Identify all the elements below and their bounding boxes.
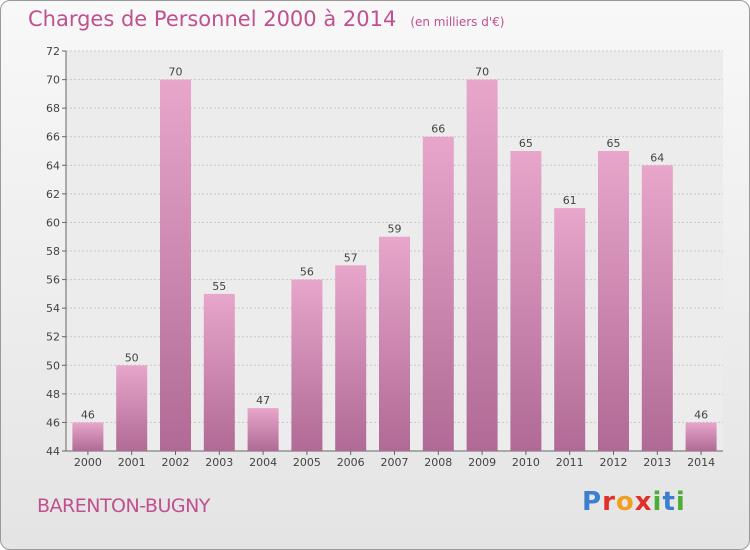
x-tick-label: 2008: [424, 456, 452, 469]
y-tick-label: 62: [46, 188, 60, 201]
y-tick-label: 72: [46, 45, 60, 58]
bars-layer: [72, 79, 717, 452]
x-tick-label: 2014: [687, 456, 715, 469]
bar: [422, 136, 454, 451]
y-tick-label: 58: [46, 245, 60, 258]
y-tick-label: 46: [46, 416, 60, 429]
x-tick-label: 2003: [205, 456, 233, 469]
logo-letter: x: [634, 487, 653, 517]
y-tick-label: 52: [46, 331, 60, 344]
labels-layer: 44 46 48 50 52 54 56 58 60 62 64 66 68 70 72 2000 46 2001…: [46, 45, 715, 469]
x-tick-label: 2007: [381, 456, 409, 469]
logo-letter: t: [662, 487, 676, 517]
x-tick-label: 2011: [556, 456, 584, 469]
x-tick-label: 2004: [249, 456, 277, 469]
x-tick-label: 2013: [643, 456, 671, 469]
data-label: 56: [300, 266, 314, 279]
logo-letter: P: [582, 487, 603, 517]
bar: [160, 79, 191, 452]
proxiti-logo: Proxiti: [582, 487, 686, 517]
x-tick-label: 2010: [512, 456, 540, 469]
x-tick-label: 2005: [293, 456, 321, 469]
title-text: Charges de Personnel 2000 à 2014: [28, 7, 397, 31]
y-tick-label: 54: [46, 302, 60, 315]
y-tick-label: 68: [46, 102, 60, 115]
data-label: 66: [431, 123, 445, 136]
town-name: BARENTON-BUGNY: [37, 495, 210, 517]
x-tick-label: 2000: [74, 456, 102, 469]
data-label: 61: [563, 194, 577, 207]
data-label: 46: [694, 408, 708, 421]
y-tick-label: 64: [46, 159, 60, 172]
data-label: 65: [607, 137, 621, 150]
bar: [291, 279, 323, 451]
bar: [335, 265, 367, 451]
logo-letter: i: [652, 487, 663, 517]
x-tick-label: 2012: [600, 456, 628, 469]
y-tick-label: 48: [46, 388, 60, 401]
bar: [554, 208, 586, 451]
bar: [685, 422, 717, 451]
bar: [510, 151, 542, 451]
data-label: 47: [256, 394, 270, 407]
data-label: 70: [169, 66, 183, 79]
chart-title: Charges de Personnel 2000 à 2014 (en mill…: [28, 7, 504, 31]
logo-letter: o: [615, 487, 635, 517]
data-label: 50: [125, 351, 139, 364]
bar: [598, 151, 629, 451]
x-tick-label: 2006: [337, 456, 365, 469]
bar: [203, 293, 235, 451]
bar: [72, 422, 104, 451]
y-tick-label: 56: [46, 274, 60, 287]
bar: [466, 79, 498, 452]
data-label: 70: [475, 66, 489, 79]
data-label: 57: [344, 251, 358, 264]
logo-letter: i: [675, 487, 686, 517]
bar: [247, 408, 279, 451]
y-tick-label: 66: [46, 131, 60, 144]
data-label: 55: [212, 280, 226, 293]
x-tick-label: 2002: [162, 456, 190, 469]
bar: [379, 236, 410, 451]
y-tick-label: 70: [46, 74, 60, 87]
data-label: 65: [519, 137, 533, 150]
bar: [641, 165, 673, 452]
x-tick-label: 2001: [118, 456, 146, 469]
y-tick-label: 60: [46, 216, 60, 229]
y-tick-label: 44: [46, 445, 60, 458]
y-tick-label: 50: [46, 359, 60, 372]
x-tick-label: 2009: [468, 456, 496, 469]
bar: [116, 365, 148, 451]
chart-subtitle: (en milliers d'€): [410, 15, 505, 29]
data-label: 46: [81, 408, 95, 421]
logo-letter: r: [602, 487, 616, 517]
data-label: 64: [650, 151, 664, 164]
data-label: 59: [388, 223, 402, 236]
